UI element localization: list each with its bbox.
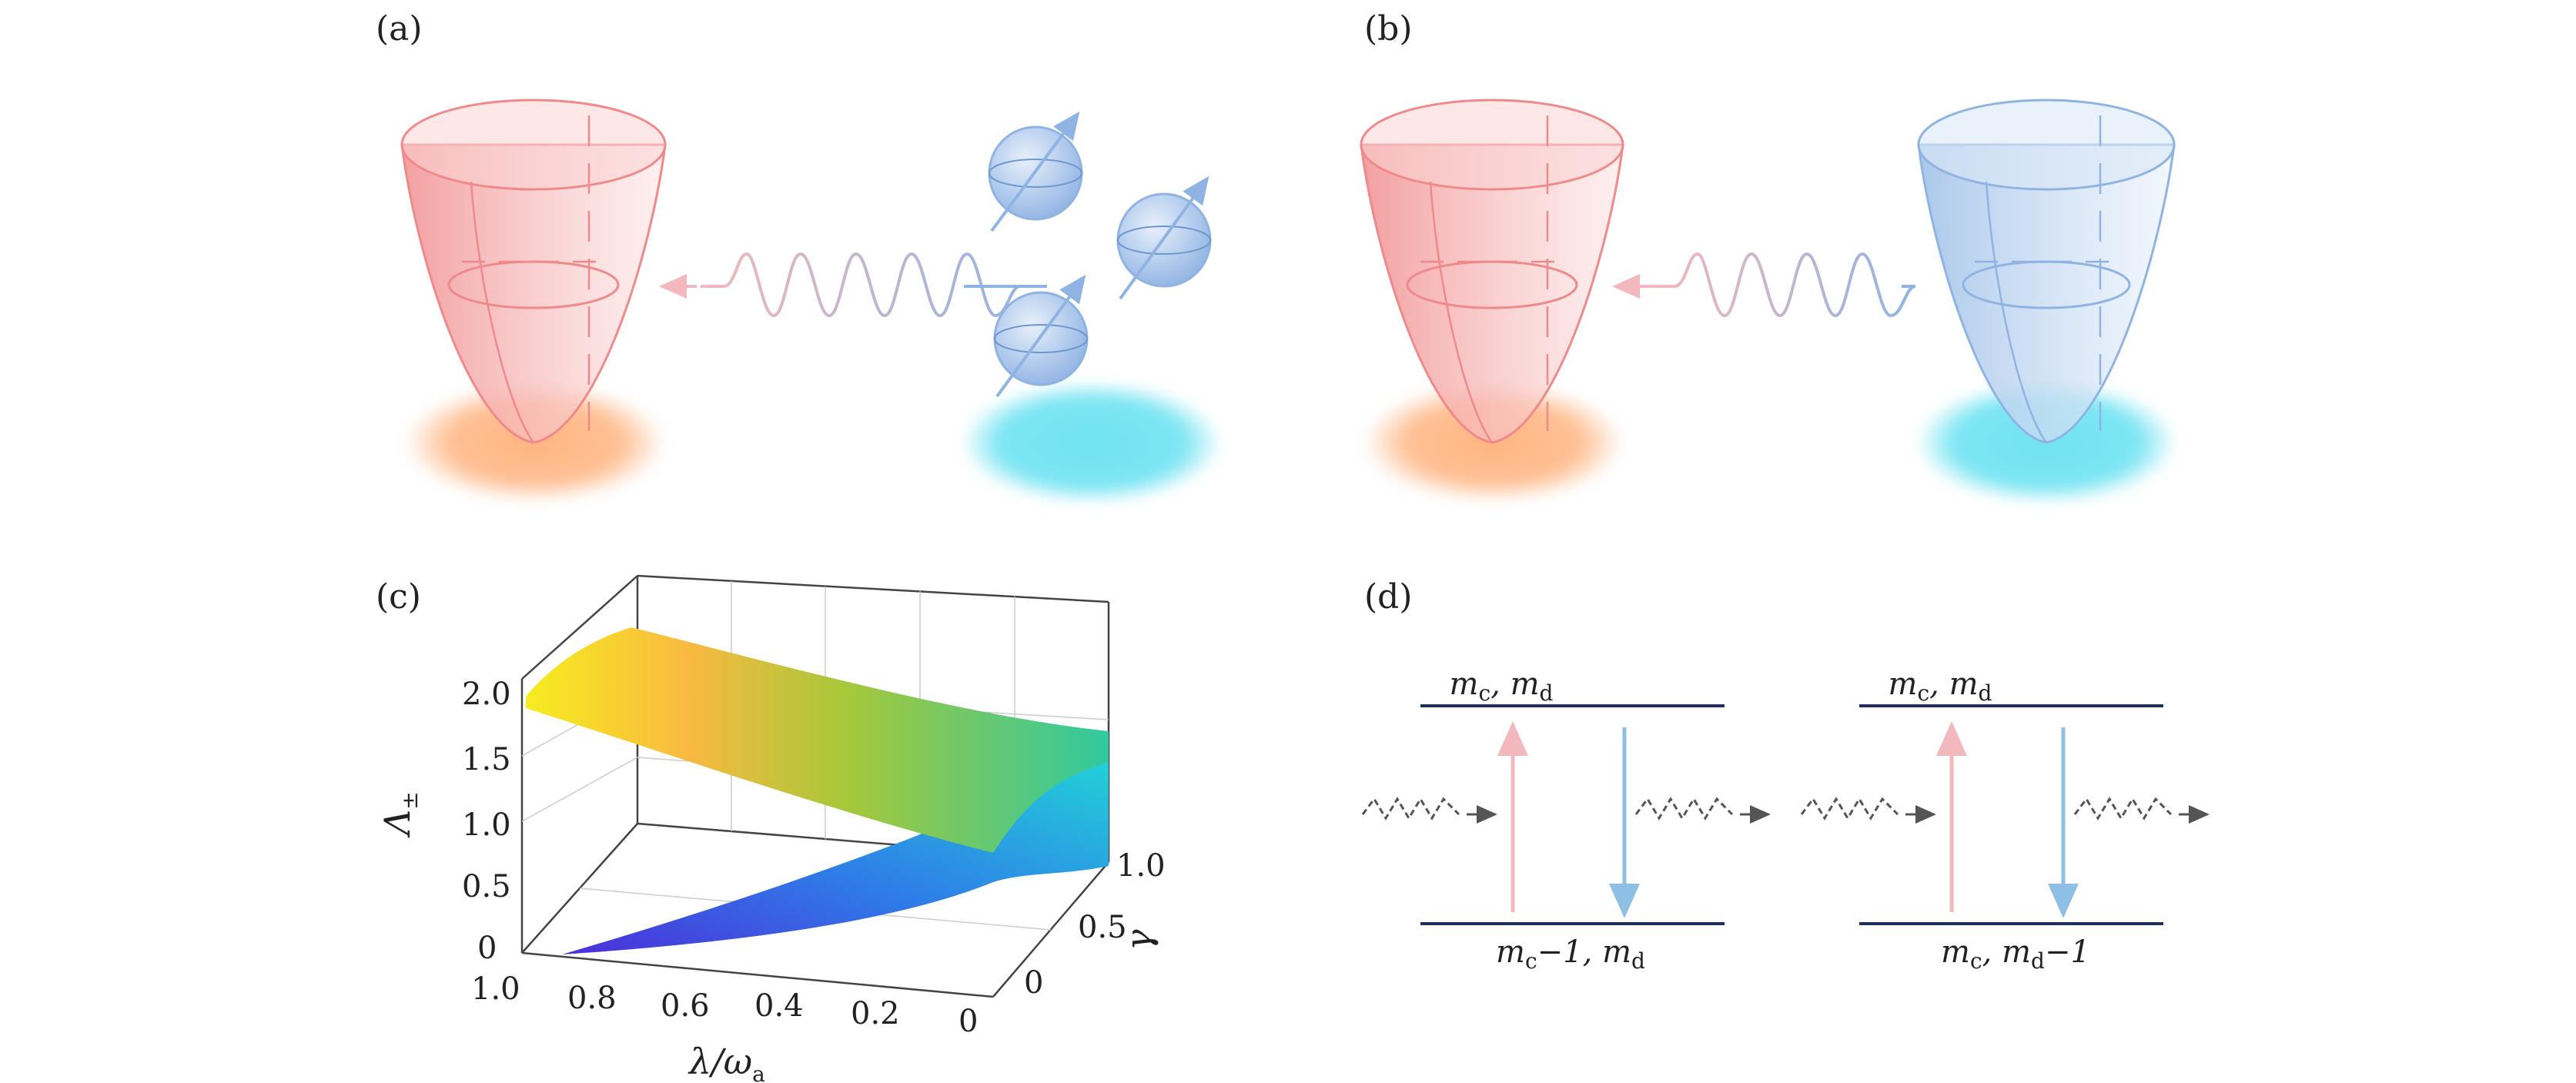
surface-upper xyxy=(526,627,1109,853)
spin-3 xyxy=(993,274,1089,398)
panel-b: (b) xyxy=(1360,9,2177,504)
y-tick-label: 0 xyxy=(1024,965,1043,1001)
level-top-label-right: mc, md xyxy=(1889,667,1992,706)
panel-c-label: (c) xyxy=(376,577,421,617)
z-tick-label: 2.0 xyxy=(462,677,511,712)
x-tick-label: 0.6 xyxy=(661,988,710,1024)
spin-1 xyxy=(988,111,1083,232)
y-tick-label: 1.0 xyxy=(1116,848,1166,884)
x-tick-label: 1.0 xyxy=(471,971,520,1007)
z-tick-label: 0 xyxy=(477,931,497,966)
z-ticks: 2.0 1.5 1.0 0.5 0 xyxy=(462,677,511,966)
y-ticks: 1.0 0.5 0 xyxy=(1024,848,1166,1001)
photon-wave-a xyxy=(659,252,1047,318)
panel-c: (c) 2 xyxy=(376,574,1166,1083)
x-tick-label: 0.2 xyxy=(851,996,900,1031)
outgoing-photon-wave xyxy=(2073,797,2173,821)
photon-wave-b xyxy=(1612,252,1916,318)
y-tick-label: 0.5 xyxy=(1078,910,1127,945)
level-scheme-right: mc, md mc, md−1 xyxy=(1800,667,2210,974)
z-axis-label: Λ± xyxy=(376,791,423,838)
level-bottom-label-left: mc−1, md xyxy=(1496,934,1645,974)
panel-a-label: (a) xyxy=(376,9,423,48)
incoming-photon-wave xyxy=(1800,797,1899,821)
incoming-photon-wave xyxy=(1361,797,1460,821)
z-tick-label: 1.0 xyxy=(462,807,511,843)
x-tick-label: 0.8 xyxy=(567,981,617,1016)
level-bottom-label-right: mc, md−1 xyxy=(1941,934,2090,974)
outgoing-photon-wave xyxy=(1634,797,1734,821)
panel-d: (d) mc, md mc−1, md mc, md mc, md−1 xyxy=(1361,577,2210,974)
panel-b-label: (b) xyxy=(1364,9,1413,48)
z-tick-label: 1.5 xyxy=(462,742,511,777)
level-top-label-left: mc, md xyxy=(1450,667,1554,706)
level-scheme-left: mc, md mc−1, md xyxy=(1361,667,1771,974)
magnon-paraboloid-blue xyxy=(1917,99,2176,444)
x-tick-label: 0.4 xyxy=(754,988,804,1024)
spin-glow-cyan xyxy=(961,381,1223,504)
panel-d-label: (d) xyxy=(1364,577,1413,617)
y-axis-label: γ xyxy=(1118,929,1159,951)
spin-2 xyxy=(1116,175,1212,300)
cavity-paraboloid-red-b xyxy=(1360,99,1624,444)
x-ticks: 1.0 0.8 0.6 0.4 0.2 0 xyxy=(471,971,978,1039)
x-tick-label: 0 xyxy=(958,1004,978,1039)
cavity-paraboloid-red xyxy=(400,99,667,444)
panel-a: (a) xyxy=(376,9,1223,504)
x-axis-label: λ/ωa xyxy=(687,1041,765,1083)
z-tick-label: 0.5 xyxy=(462,869,511,904)
